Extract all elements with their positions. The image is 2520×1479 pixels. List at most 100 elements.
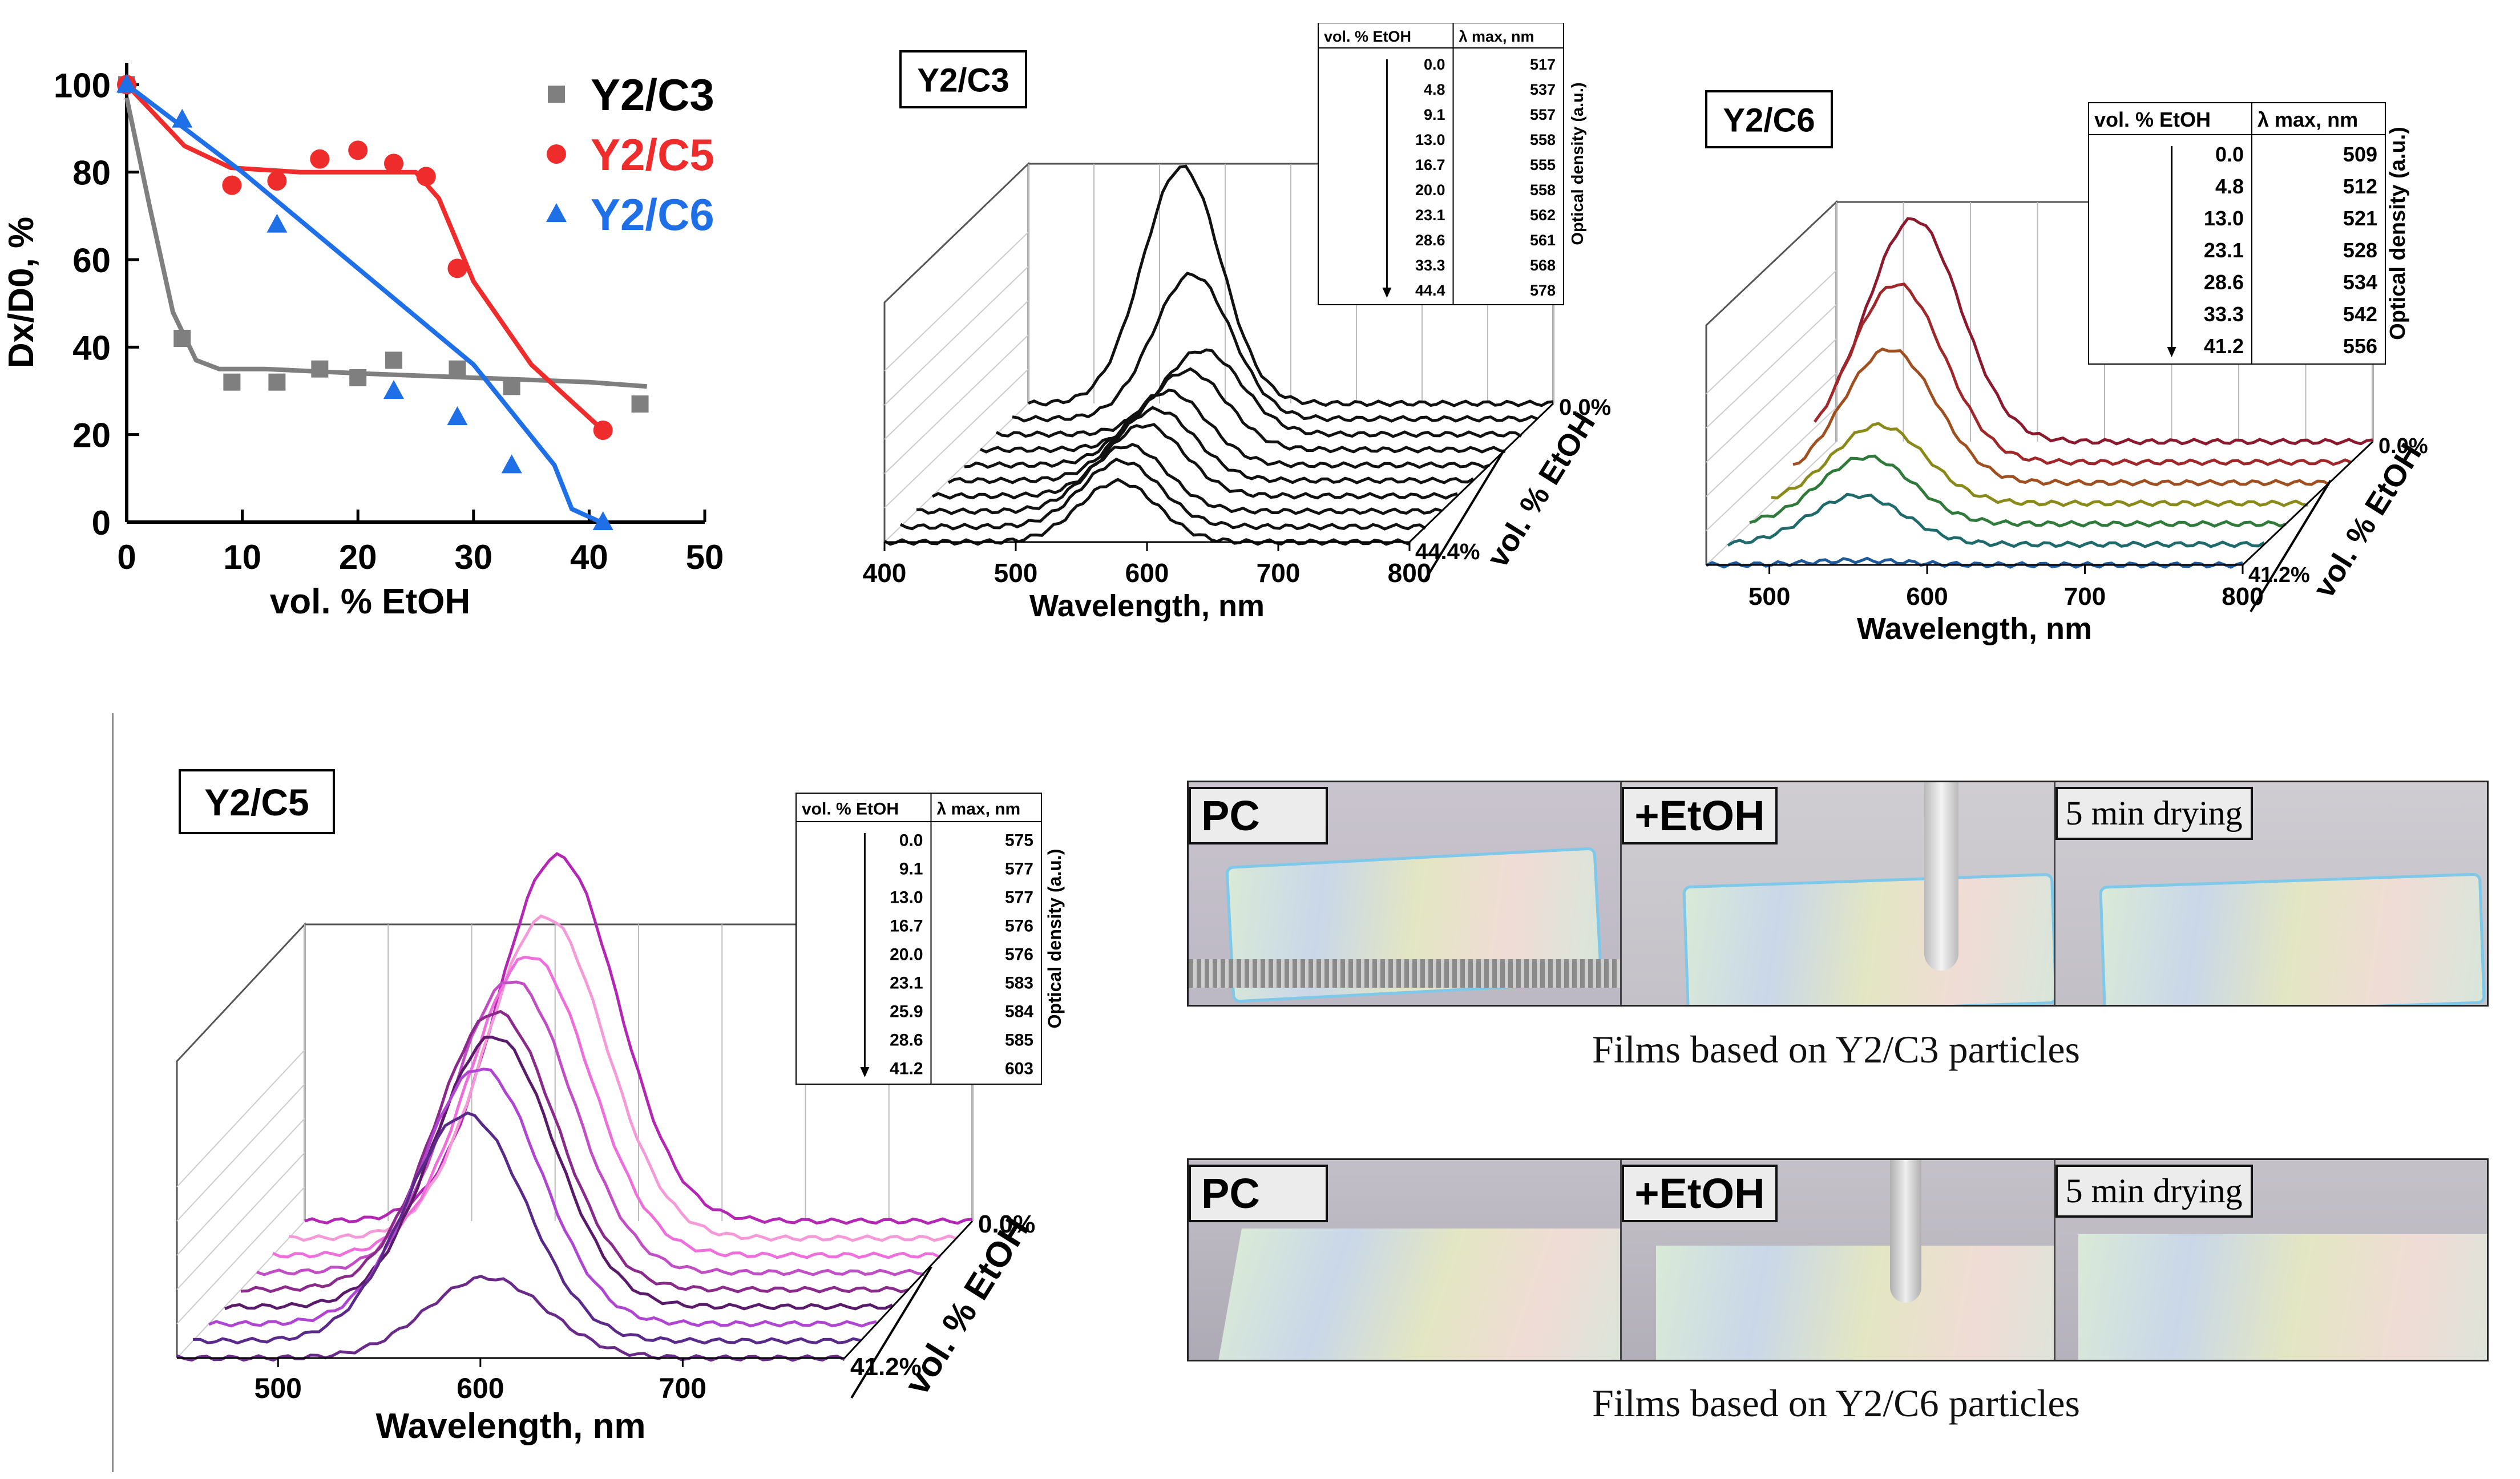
- data-point: [348, 140, 368, 160]
- depth-start-label: 0.0%: [978, 1210, 1035, 1238]
- film-sample: [1215, 1229, 1621, 1360]
- spectrum-line: [964, 389, 1490, 469]
- table-cell: 575: [1005, 831, 1033, 850]
- grid-line: [884, 403, 1029, 543]
- table-cell: 603: [1005, 1060, 1033, 1078]
- x-tick-label: 600: [1125, 558, 1169, 588]
- grid-line: [1706, 338, 1837, 463]
- table-cell: 28.6: [1415, 232, 1445, 249]
- legend-marker: [548, 86, 565, 103]
- table-cell: 13.0: [1415, 131, 1445, 148]
- grid-line: [176, 1049, 305, 1187]
- y-tick-label: 100: [54, 66, 111, 104]
- data-point: [349, 369, 367, 386]
- table-cell: 556: [2343, 334, 2377, 358]
- data-point: [503, 378, 520, 395]
- caption-c6: Films based on Y2/C6 particles: [1592, 1381, 2080, 1425]
- photo-etoh-c6: +EtOH: [1622, 1160, 2055, 1360]
- grid-line: [1706, 373, 1837, 497]
- depth-arrow: [1423, 449, 1505, 582]
- table-frame: [795, 793, 1042, 1085]
- scatter-axes: 0 10 20 30 40 50 0 20 40 60 80 100 vol. % EtOH Dx/D0,…: [2, 63, 724, 621]
- scatter-points: [116, 74, 649, 530]
- depth-arrow: [2250, 479, 2332, 613]
- c3-film-photos: PC +EtOH 5 min drying: [1187, 781, 2489, 1007]
- table-cell: 4.8: [1424, 81, 1445, 98]
- photo-etoh-c3: +EtOH: [1622, 782, 2055, 1005]
- table-cell: 557: [1530, 106, 1556, 123]
- spectrum-line: [1028, 164, 1554, 407]
- table-cell: 509: [2343, 143, 2377, 166]
- photo-drying-c6: 5 min drying: [2055, 1160, 2487, 1360]
- chart-title-box: Y2/C3: [899, 50, 1027, 108]
- z-axis-label: Optical density (a.u.): [1569, 82, 1587, 245]
- x-tick-label: 40: [570, 538, 608, 576]
- spectrum-line: [1012, 272, 1538, 423]
- spectrum-line: [883, 478, 1410, 546]
- table-cell: 13.0: [890, 888, 923, 907]
- data-point: [449, 360, 466, 378]
- table-cell: 28.6: [890, 1031, 923, 1050]
- table-cell: 0.0: [2215, 143, 2244, 166]
- table-cell: 562: [1530, 207, 1556, 224]
- table-cell: 578: [1530, 282, 1556, 299]
- y-tick-label: 40: [72, 329, 111, 367]
- table-cell: 13.0: [2204, 207, 2244, 230]
- table-arrow-head: [860, 1067, 870, 1077]
- side-wall: [176, 922, 306, 1358]
- table-cell: 20.0: [890, 945, 923, 964]
- depth-axis-line: [1408, 402, 1554, 543]
- table-cell: 542: [2343, 302, 2377, 326]
- film-sample: [1656, 1246, 2054, 1360]
- lambda-max-table: vol. % EtOH λ max, nm 0.0 517 4.8 537 9.1 557 13…: [1318, 23, 1564, 305]
- spectrum-line: [1705, 556, 2243, 569]
- pipette: [1924, 782, 1959, 971]
- grid-line: [1706, 441, 1837, 565]
- grid-line: [884, 369, 1029, 508]
- table-cell: 561: [1530, 232, 1556, 249]
- chart-title: Y2/C3: [917, 62, 1009, 99]
- table-frame: [2088, 102, 2386, 365]
- table-cell: 558: [1530, 181, 1556, 199]
- table-cell: 44.4: [1415, 282, 1445, 299]
- chart-title-box: Y2/C6: [1705, 90, 1833, 148]
- table-cell: 537: [1530, 81, 1556, 98]
- depth-start-label: 0.0%: [2378, 434, 2428, 458]
- z-axis-label: Optical density (a.u.): [2386, 127, 2410, 340]
- depth-start-label: 0.0%: [1559, 395, 1611, 420]
- x-tick-label: 700: [659, 1372, 706, 1404]
- table-cell: 568: [1530, 257, 1556, 274]
- x-tick-label: 30: [454, 538, 492, 576]
- data-point: [222, 175, 242, 195]
- x-tick-label: 500: [1748, 583, 1790, 611]
- table-arrow-head: [2167, 347, 2176, 357]
- table-cell: 576: [1005, 945, 1033, 964]
- table-cell: 23.1: [2204, 239, 2244, 262]
- spectrum-line: [931, 423, 1458, 500]
- chart-title: Y2/C5: [204, 781, 309, 823]
- depth-axis-label: vol. % EtOH: [1480, 407, 1602, 573]
- data-point: [631, 395, 649, 413]
- scatter-legend: Y2/C3 Y2/C5 Y2/C6: [546, 70, 714, 240]
- x-tick-label: 700: [2064, 583, 2106, 611]
- x-tick-label: 600: [457, 1372, 504, 1404]
- table-cell: 33.3: [1415, 257, 1445, 274]
- table-cell: 20.0: [1415, 181, 1445, 199]
- data-point: [223, 373, 241, 391]
- table-cell: 16.7: [890, 917, 923, 936]
- y-tick-label: 80: [72, 154, 111, 192]
- data-point: [447, 406, 468, 425]
- table-cell: 9.1: [1424, 106, 1445, 123]
- table-cell: 583: [1005, 974, 1033, 993]
- grid-line: [176, 1118, 305, 1256]
- depth-arrow: [850, 1266, 932, 1399]
- table-cell: 0.0: [1424, 56, 1445, 73]
- spectrum-line: [304, 852, 973, 1225]
- grid-line: [176, 1186, 305, 1324]
- side-wall: [883, 161, 1029, 542]
- x-tick-label: 50: [686, 538, 724, 576]
- legend-label: Y2/C6: [591, 189, 714, 240]
- table-cell: 28.6: [2204, 270, 2244, 294]
